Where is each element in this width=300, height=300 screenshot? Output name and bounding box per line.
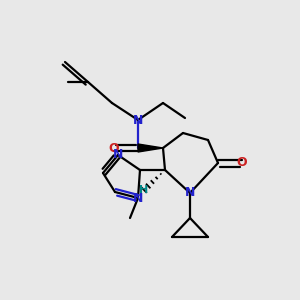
Polygon shape xyxy=(138,144,163,152)
Text: N: N xyxy=(185,187,195,200)
Text: N: N xyxy=(133,113,143,127)
Text: N: N xyxy=(133,191,143,205)
Text: N: N xyxy=(113,148,123,161)
Text: O: O xyxy=(237,157,247,169)
Text: H: H xyxy=(140,185,148,195)
Text: O: O xyxy=(109,142,119,154)
